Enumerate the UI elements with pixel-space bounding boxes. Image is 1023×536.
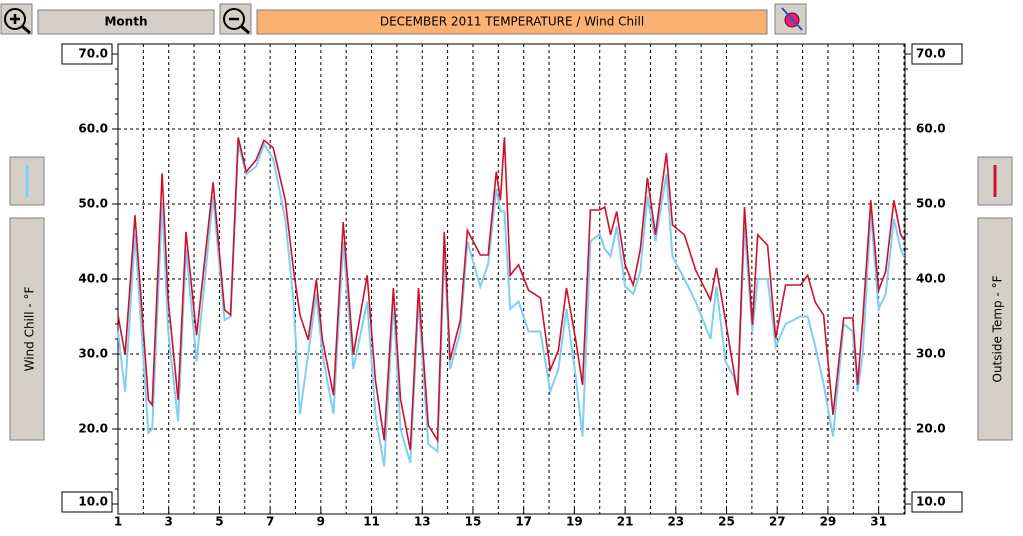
x-tick-label: 21 [617,515,634,529]
y2-axis-label: Outside Temp - °F [991,275,1005,382]
y-tick-label: 60.0 [78,122,108,136]
y2-tick-label: 30.0 [916,347,946,361]
title-box [256,9,768,35]
tick-label-box [61,43,113,65]
series-line [117,141,905,467]
zoom-out-button[interactable] [219,3,252,35]
x-tick-label: 11 [363,515,380,529]
y2-tick-label: 50.0 [916,197,946,211]
period-button[interactable] [37,9,215,35]
y-tick-label: 10.0 [78,495,108,509]
tick-label-box [911,43,963,65]
y-tick-label: 30.0 [78,347,108,361]
tick-label-box [911,491,963,513]
x-tick-label: 23 [667,515,684,529]
y-tick-label: 50.0 [78,197,108,211]
x-tick-label: 17 [515,515,532,529]
x-tick-label: 9 [317,515,325,529]
settings-button[interactable] [774,3,807,35]
series-line [117,137,905,451]
y-axis-button[interactable] [9,217,45,441]
period-label: Month [104,15,147,29]
x-tick-label: 3 [165,515,173,529]
y2-tick-label: 60.0 [916,122,946,136]
x-tick-label: 25 [718,515,735,529]
x-tick-label: 5 [215,515,223,529]
tick-label-box [61,491,113,513]
y-tick-label: 40.0 [78,272,108,286]
x-tick-label: 1 [114,515,122,529]
y2-tick-label: 20.0 [916,422,946,436]
y2-axis-button[interactable] [977,217,1013,441]
y-tick-label: 20.0 [78,422,108,436]
x-tick-label: 19 [566,515,583,529]
y-axis-label: Wind Chill - °F [23,286,37,371]
x-tick-label: 7 [266,515,274,529]
x-tick-label: 13 [414,515,431,529]
y2-tick-label: 70.0 [916,47,946,61]
zoom-in-button[interactable] [0,3,33,35]
x-tick-label: 15 [465,515,482,529]
x-tick-label: 29 [820,515,837,529]
y2-tick-label: 10.0 [916,495,946,509]
x-tick-label: 27 [769,515,786,529]
chart-title: DECEMBER 2011 TEMPERATURE / Wind Chill [380,15,644,29]
x-tick-label: 31 [870,515,887,529]
y2-tick-label: 40.0 [916,272,946,286]
y-tick-label: 70.0 [78,47,108,61]
